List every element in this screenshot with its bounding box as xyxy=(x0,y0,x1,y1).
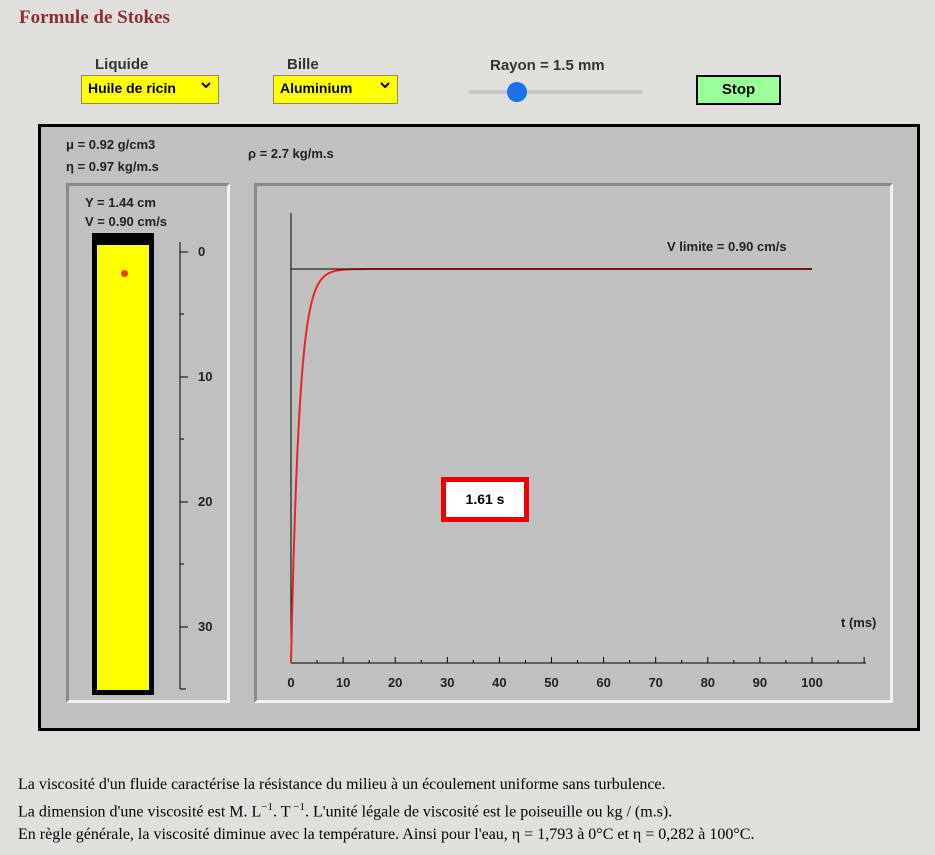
x-tick-label: 80 xyxy=(701,675,715,690)
x-tick-label: 30 xyxy=(440,675,454,690)
v-limite-label: V limite = 0.90 cm/s xyxy=(667,239,787,254)
liquide-select[interactable]: Huile de ricin xyxy=(81,75,219,104)
liquide-select-value: Huile de ricin xyxy=(88,80,176,96)
scale-label-20: 20 xyxy=(198,494,213,509)
x-tick-label: 100 xyxy=(801,675,823,690)
time-display-value: 1.61 s xyxy=(446,482,524,517)
x-tick-label: 10 xyxy=(336,675,350,690)
bille-label: Bille xyxy=(287,56,319,73)
x-tick-label: 40 xyxy=(492,675,506,690)
scale-label-30: 30 xyxy=(198,619,213,634)
velocity-chart: 0 10 20 30 40 50 60 70 80 90 100 xyxy=(287,213,866,690)
tube-scale xyxy=(179,242,188,690)
falling-ball xyxy=(121,270,128,277)
stop-button[interactable]: Stop xyxy=(696,75,781,105)
x-tick-label: 50 xyxy=(544,675,558,690)
t-axis-label: t (ms) xyxy=(841,615,877,630)
x-tick-label: 20 xyxy=(388,675,402,690)
velocity-value: V = 0.90 cm/s xyxy=(85,214,168,229)
x-tick-label: 70 xyxy=(648,675,662,690)
time-display: 1.61 s xyxy=(441,477,529,522)
page-title: Formule de Stokes xyxy=(19,7,170,28)
graph-frame xyxy=(254,183,893,703)
description-line-1: La viscosité d'un fluide caractérise la … xyxy=(18,776,666,793)
rayon-slider-thumb[interactable] xyxy=(507,82,527,102)
mu-value: μ = 0.92 g/cm3 xyxy=(66,137,156,152)
scale-label-0: 0 xyxy=(198,244,206,259)
x-tick-label: 90 xyxy=(753,675,767,690)
bille-select[interactable]: Aluminium xyxy=(273,75,398,104)
chevron-down-icon xyxy=(201,82,211,89)
eta-value: η = 0.97 kg/m.s xyxy=(66,159,159,174)
description-line-3: En règle générale, la viscosité diminue … xyxy=(18,826,755,844)
description-line-2: La dimension d'une viscosité est M. L−1.… xyxy=(18,801,673,821)
rayon-label: Rayon = 1.5 mm xyxy=(490,57,605,74)
liquide-label: Liquide xyxy=(95,56,149,73)
x-tick-label: 0 xyxy=(287,675,294,690)
scale-label-10: 10 xyxy=(198,369,213,384)
description: La viscosité d'un fluide caractérise la … xyxy=(18,773,928,846)
bille-select-value: Aluminium xyxy=(280,80,353,96)
rayon-slider-track[interactable] xyxy=(468,90,643,94)
simulation-panel xyxy=(38,124,920,731)
liquid-column xyxy=(97,245,149,690)
tube-frame xyxy=(66,183,230,703)
chevron-down-icon xyxy=(380,82,390,89)
velocity-curve xyxy=(290,268,812,664)
y-position-value: Y = 1.44 cm xyxy=(85,195,156,210)
x-tick-label: 60 xyxy=(596,675,610,690)
rho-value: ρ = 2.7 kg/m.s xyxy=(248,146,334,161)
